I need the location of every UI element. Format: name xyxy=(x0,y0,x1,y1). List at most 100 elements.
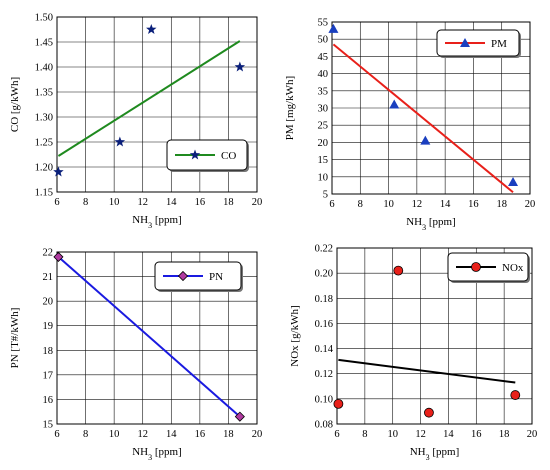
plot-frame xyxy=(56,251,258,425)
x-tick-label: 14 xyxy=(443,429,454,440)
y-axis-label: CO [g/kWh] xyxy=(9,77,21,132)
x-tick-label: 20 xyxy=(527,429,538,440)
x-tick-label: 10 xyxy=(109,429,120,440)
x-tick-label: 8 xyxy=(362,429,367,440)
data-point xyxy=(234,61,246,72)
data-point xyxy=(393,265,404,276)
y-tick-label: 45 xyxy=(318,52,329,63)
legend: CO xyxy=(166,139,249,172)
y-tick-label: 20 xyxy=(318,138,329,149)
legend: PM xyxy=(436,29,521,58)
x-tick-label: 16 xyxy=(471,429,482,440)
x-tick-label: 6 xyxy=(334,429,339,440)
y-tick-label: 40 xyxy=(318,69,329,80)
x-tick-label: 12 xyxy=(137,197,148,208)
data-point xyxy=(508,176,519,186)
data-point xyxy=(53,166,64,177)
y-tick-label: 16 xyxy=(43,395,54,406)
x-tick-label: 20 xyxy=(252,197,263,208)
plot-frame xyxy=(56,16,258,193)
x-tick-label: 18 xyxy=(223,429,234,440)
y-tick-label: 15 xyxy=(43,420,54,431)
data-point xyxy=(234,411,245,422)
y-tick-label: 0.08 xyxy=(315,420,333,431)
data-point xyxy=(333,398,344,409)
legend: NOx xyxy=(447,252,530,283)
x-tick-label: 8 xyxy=(358,199,363,210)
x-tick-label: 14 xyxy=(166,429,177,440)
legend-label: PM xyxy=(491,38,507,50)
data-point xyxy=(328,23,339,33)
y-tick-label: 15 xyxy=(318,155,329,166)
plot-frame xyxy=(331,21,531,195)
chart-panel: 6 8 10 12 14 16 18 20 5 10 15 20 25 30 35 40 45 50 55 NH3 [… xyxy=(284,18,535,232)
y-tick-label: 0.16 xyxy=(315,319,333,330)
y-tick-label: 1.40 xyxy=(35,63,53,74)
legend-marker xyxy=(177,270,189,282)
y-tick-label: 0.20 xyxy=(315,269,333,280)
x-tick-label: 6 xyxy=(329,199,334,210)
data-point xyxy=(146,24,157,34)
x-tick-label: 16 xyxy=(195,197,206,208)
y-tick-label: 0.10 xyxy=(315,394,333,405)
x-tick-label: 12 xyxy=(415,429,426,440)
y-tick-label: 1.45 xyxy=(35,38,53,49)
chart-panel: 6 8 10 12 14 16 18 20 1.15 1.20 1.25 1.30 1.35 1.40 1.… xyxy=(9,13,262,230)
x-tick-label: 18 xyxy=(496,199,507,210)
x-tick-label: 6 xyxy=(54,429,59,440)
trend-line xyxy=(57,256,241,418)
legend-marker xyxy=(460,38,470,47)
data-point xyxy=(389,99,400,109)
legend-marker xyxy=(471,262,481,272)
data-point xyxy=(420,135,431,145)
x-tick-label: 16 xyxy=(195,429,206,440)
data-point xyxy=(510,390,521,400)
plot-frame xyxy=(336,247,533,425)
y-tick-label: 55 xyxy=(318,18,329,29)
y-axis-label: PM [mg/kWh] xyxy=(284,76,296,140)
y-tick-label: 20 xyxy=(43,297,54,308)
x-tick-label: 14 xyxy=(440,199,451,210)
x-axis-label: NH3 [ppm] xyxy=(410,446,460,462)
x-tick-label: 18 xyxy=(223,197,234,208)
y-tick-label: 1.15 xyxy=(35,188,53,199)
x-axis-label: NH3 [ppm] xyxy=(406,216,456,232)
y-tick-label: 0.12 xyxy=(315,369,333,380)
legend-marker xyxy=(189,149,201,160)
x-tick-label: 20 xyxy=(252,429,263,440)
y-tick-label: 21 xyxy=(43,272,54,283)
x-tick-label: 16 xyxy=(468,199,479,210)
x-tick-label: 10 xyxy=(387,429,398,440)
x-axis-label: NH3 [ppm] xyxy=(132,214,182,230)
x-tick-label: 6 xyxy=(54,197,59,208)
y-tick-label: 17 xyxy=(43,370,54,381)
x-tick-label: 8 xyxy=(83,197,88,208)
x-tick-label: 8 xyxy=(83,429,88,440)
chart-panel: 6 8 10 12 14 16 18 20 0.08 0.10 0.12 0.14 0.16 0.18 0.… xyxy=(289,244,537,462)
y-tick-label: 1.30 xyxy=(35,113,53,124)
legend-label: PN xyxy=(209,271,223,283)
data-point xyxy=(114,136,126,147)
data-point xyxy=(424,407,434,418)
y-tick-label: 18 xyxy=(43,346,54,357)
x-tick-label: 10 xyxy=(109,197,120,208)
y-tick-label: 19 xyxy=(43,321,54,332)
y-tick-label: 35 xyxy=(318,86,329,97)
trend-line xyxy=(57,40,241,157)
y-tick-label: 50 xyxy=(318,35,329,46)
x-axis-label: NH3 [ppm] xyxy=(132,446,182,462)
x-tick-label: 12 xyxy=(412,199,423,210)
x-tick-label: 10 xyxy=(383,199,394,210)
y-tick-label: 25 xyxy=(318,121,329,132)
y-tick-label: 1.50 xyxy=(35,13,53,24)
y-tick-label: 0.14 xyxy=(315,344,334,355)
x-tick-label: 18 xyxy=(499,429,510,440)
trend-line xyxy=(338,358,516,384)
legend-label: NOx xyxy=(502,262,524,274)
y-tick-label: 1.25 xyxy=(35,138,53,149)
y-tick-label: 1.35 xyxy=(35,88,53,99)
y-tick-label: 1.20 xyxy=(35,163,53,174)
chart-panel: 6 8 10 12 14 16 18 20 15 16 17 18 19 20 21 22 NH3 [ppm] P… xyxy=(9,248,262,462)
x-tick-label: 12 xyxy=(137,429,148,440)
trend-line xyxy=(332,43,514,194)
